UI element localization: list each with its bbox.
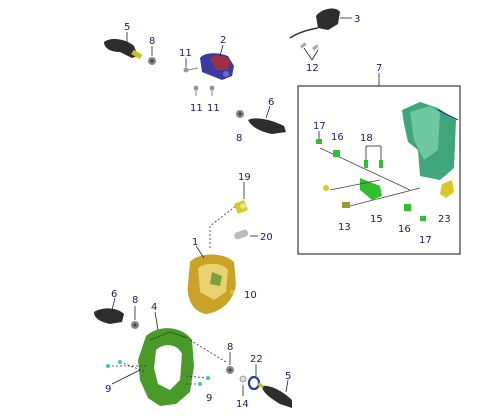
leader-9a bbox=[112, 370, 140, 384]
callout-19[interactable]: 19 bbox=[238, 172, 251, 183]
turn-signal-rear-right[interactable] bbox=[248, 118, 286, 134]
leader-4 bbox=[155, 312, 158, 330]
bracket-23[interactable] bbox=[440, 180, 454, 198]
callout-14[interactable]: 14 bbox=[236, 399, 249, 410]
callout-11c[interactable]: 11 bbox=[207, 103, 220, 114]
nut-8-left[interactable] bbox=[131, 321, 139, 329]
bolt-18-a[interactable] bbox=[364, 160, 368, 168]
callout-7[interactable]: 7 bbox=[376, 63, 382, 74]
headlight-leveling-motor[interactable] bbox=[200, 53, 234, 80]
nut-8-bottom[interactable] bbox=[226, 366, 234, 374]
position-bulb-20[interactable] bbox=[233, 229, 249, 240]
screw-11-b[interactable] bbox=[194, 86, 199, 97]
bolt-17-top[interactable] bbox=[316, 139, 322, 144]
callout-17b[interactable]: 17 bbox=[419, 235, 432, 246]
o-ring-22[interactable] bbox=[249, 377, 259, 389]
bolt-17-bottom[interactable] bbox=[420, 216, 426, 221]
callout-23[interactable]: 23 bbox=[438, 214, 451, 225]
bushing-16-top[interactable] bbox=[333, 150, 340, 157]
bulb-dashed-path bbox=[210, 206, 236, 248]
callout-10[interactable]: 10 bbox=[244, 290, 257, 301]
leader-12b bbox=[312, 50, 318, 60]
callout-4[interactable]: 4 bbox=[151, 302, 157, 313]
turn-signal-rear-left[interactable] bbox=[94, 308, 124, 324]
nut-8-top[interactable] bbox=[148, 57, 156, 65]
collar-14[interactable] bbox=[240, 376, 246, 382]
turn-signal-front-left[interactable] bbox=[104, 39, 142, 59]
callout-18[interactable]: 18 bbox=[360, 133, 373, 144]
headlight-bulb-19[interactable] bbox=[234, 200, 248, 214]
callout-11b[interactable]: 11 bbox=[190, 103, 203, 114]
callout-6b[interactable]: 6 bbox=[111, 289, 117, 300]
front-cowl-cover[interactable] bbox=[138, 328, 194, 406]
callout-1[interactable]: 1 bbox=[192, 237, 198, 248]
headlight-mount-bracket[interactable] bbox=[402, 102, 458, 180]
screw-11-a[interactable] bbox=[184, 68, 199, 73]
callout-15[interactable]: 15 bbox=[370, 214, 383, 225]
callout-16a[interactable]: 16 bbox=[331, 132, 344, 143]
callout-8b[interactable]: 8 bbox=[236, 133, 242, 144]
bolt-18-b[interactable] bbox=[379, 160, 383, 168]
screw-11-c[interactable] bbox=[210, 86, 215, 97]
callout-8d[interactable]: 8 bbox=[227, 342, 233, 353]
bolt-13[interactable] bbox=[342, 202, 350, 208]
washer-yellow[interactable] bbox=[323, 185, 329, 191]
bushing-16-bottom[interactable] bbox=[404, 204, 411, 211]
callout-6a[interactable]: 6 bbox=[268, 97, 274, 108]
callout-22[interactable]: 22 bbox=[250, 354, 263, 365]
turn-signal-front-right[interactable] bbox=[290, 9, 340, 51]
callout-9a[interactable]: 9 bbox=[105, 384, 111, 395]
callout-5a[interactable]: 5 bbox=[124, 22, 130, 33]
cover-dashed-path bbox=[190, 340, 226, 362]
callout-17a[interactable]: 17 bbox=[313, 121, 326, 132]
headlight-unit[interactable] bbox=[188, 255, 236, 315]
callout-2[interactable]: 2 bbox=[220, 35, 226, 46]
clip-10[interactable] bbox=[230, 290, 234, 294]
callout-20[interactable]: 20 bbox=[260, 232, 273, 243]
callout-5b[interactable]: 5 bbox=[285, 371, 291, 382]
leader-12a bbox=[304, 48, 312, 60]
callout-9b[interactable]: 9 bbox=[206, 393, 212, 404]
callout-11a[interactable]: 11 bbox=[179, 48, 192, 59]
nut-8-middle[interactable] bbox=[236, 110, 244, 118]
callout-8a[interactable]: 8 bbox=[149, 36, 155, 47]
callout-3[interactable]: 3 bbox=[354, 14, 360, 25]
callout-8c[interactable]: 8 bbox=[132, 295, 138, 306]
callout-12[interactable]: 12 bbox=[306, 63, 319, 74]
callout-16b[interactable]: 16 bbox=[398, 224, 411, 235]
callout-13[interactable]: 13 bbox=[338, 222, 351, 233]
